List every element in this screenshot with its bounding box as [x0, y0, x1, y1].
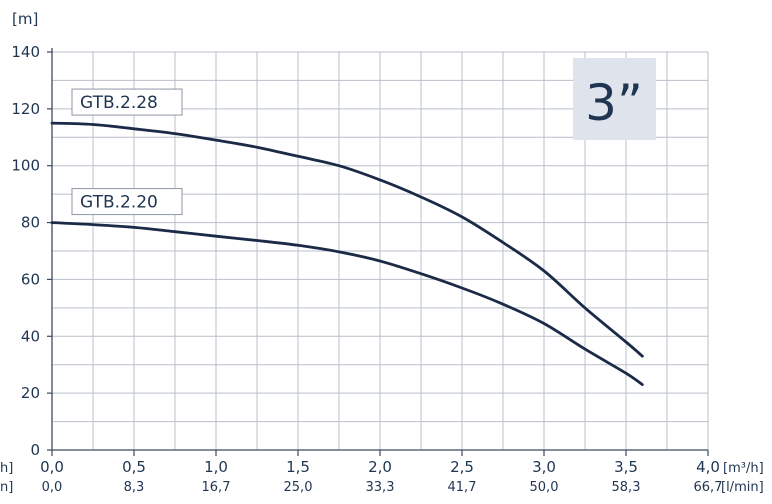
- y-tick-label: 140: [11, 43, 40, 61]
- y-tick-label: 80: [21, 214, 40, 232]
- x-tick-label-secondary: 33,3: [366, 480, 395, 495]
- y-axis-unit: [m]: [12, 10, 38, 28]
- x-tick-label-secondary: 50,0: [530, 480, 559, 495]
- x-tick-label-secondary: 58,3: [612, 480, 641, 495]
- series-labels: GTB.2.28 GTB.2.20: [71, 88, 183, 216]
- axes: [47, 48, 709, 456]
- x-tick-label-primary: 1,5: [286, 458, 310, 476]
- x-tick-label-primary: 3,5: [614, 458, 638, 476]
- x-tick-label-primary: 2,5: [450, 458, 474, 476]
- x-tick-label-secondary: 0,0: [42, 480, 63, 495]
- tick-labels: 0 20 40 60 80 100 120 140 [m] 0,0 0,0 0,5 8,3 1,0 16,7…: [0, 10, 764, 495]
- size-badge-group: 3”: [573, 58, 656, 140]
- x-tick-label-primary: 1,0: [204, 458, 228, 476]
- series-label-box: [71, 188, 183, 216]
- x-tick-label-secondary: 16,7: [202, 480, 231, 495]
- y-tick-label: 0: [30, 441, 40, 459]
- x-axis-unit-secondary: [l/min]: [721, 480, 764, 495]
- series-label: GTB.2.28: [80, 93, 158, 113]
- x-axis-unit-secondary-cut: n]: [0, 480, 13, 495]
- size-badge-label: 3”: [585, 74, 643, 132]
- y-tick-label: 100: [11, 157, 40, 175]
- x-tick-label-secondary: 66,7: [694, 480, 723, 495]
- series-label: GTB.2.20: [80, 193, 158, 213]
- x-axis-unit-primary: [m³/h]: [723, 461, 764, 476]
- series-line-gtb-2-28: [50, 121, 644, 358]
- x-tick-label-secondary: 8,3: [124, 480, 145, 495]
- series-label-box: [71, 88, 183, 116]
- x-tick-label-primary: 3,0: [532, 458, 556, 476]
- x-axis-unit-primary-cut: h]: [0, 461, 13, 476]
- x-tick-label-primary: 2,0: [368, 458, 392, 476]
- series-line-gtb-2-20: [50, 221, 644, 386]
- y-tick-label: 120: [11, 100, 40, 118]
- x-tick-label-primary: 0,0: [40, 458, 64, 476]
- series: [50, 121, 644, 386]
- x-tick-label-secondary: 25,0: [284, 480, 313, 495]
- x-tick-label-primary: 0,5: [122, 458, 146, 476]
- y-tick-label: 60: [21, 270, 40, 288]
- size-badge: [573, 58, 656, 140]
- y-tick-label: 20: [21, 384, 40, 402]
- x-tick-label-primary: 4,0: [696, 458, 720, 476]
- y-tick-label: 40: [21, 327, 40, 345]
- x-tick-label-secondary: 41,7: [448, 480, 477, 495]
